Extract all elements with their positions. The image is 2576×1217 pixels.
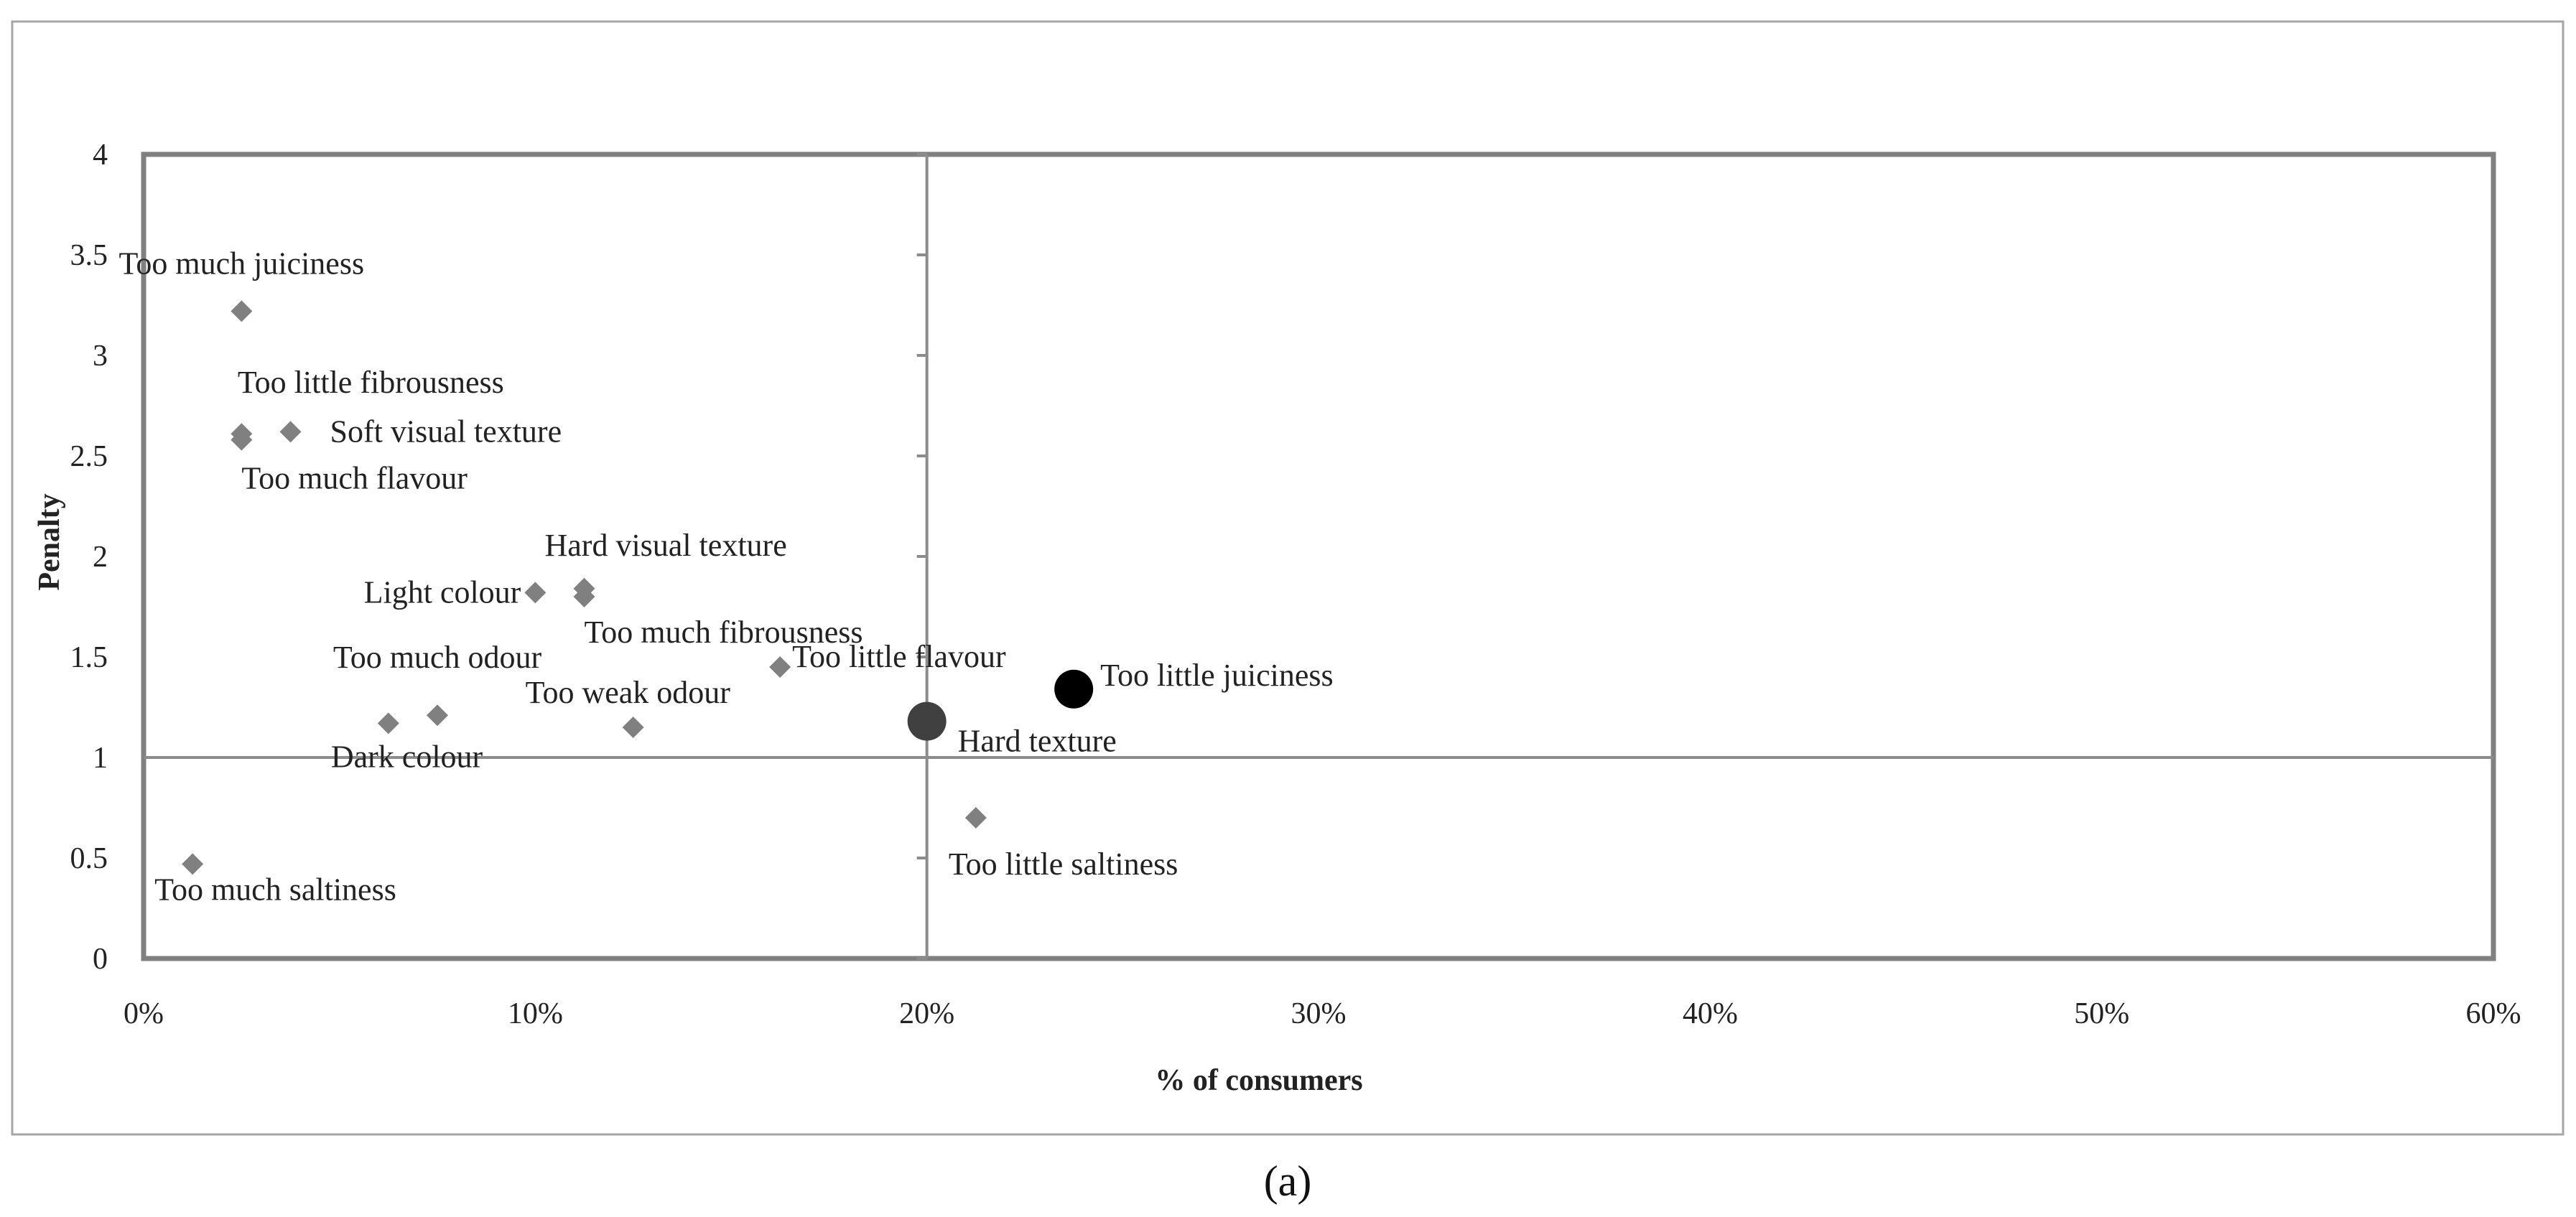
x-axis-ticks: 0% 10% 20% 30% 40% 50% 60% xyxy=(124,997,2521,1030)
data-point xyxy=(182,853,204,875)
plot-area xyxy=(141,151,2496,961)
data-point xyxy=(907,701,947,741)
y-tick-label: 2.5 xyxy=(70,440,108,473)
data-point xyxy=(1054,669,1094,709)
x-tick-label: 40% xyxy=(1683,997,1738,1030)
y-tick-label: 3 xyxy=(93,340,108,373)
y-axis-ticks: 0 0.5 1 1.5 2 2.5 3 3.5 4 xyxy=(70,139,108,976)
y-tick-label: 4 xyxy=(93,139,108,172)
data-point xyxy=(279,421,302,443)
point-label: Too much flavour xyxy=(241,461,468,496)
y-tick-label: 1 xyxy=(93,742,108,775)
point-label: Too much juiciness xyxy=(119,246,365,281)
data-point xyxy=(427,704,448,727)
y-tick-label: 2 xyxy=(93,541,108,574)
data-point xyxy=(769,656,791,678)
x-tick-label: 60% xyxy=(2466,997,2521,1030)
data-point xyxy=(231,300,253,322)
x-tick-label: 20% xyxy=(899,997,954,1030)
data-point xyxy=(964,807,987,829)
x-tick-label: 10% xyxy=(508,997,563,1030)
point-label: Dark colour xyxy=(331,739,483,774)
x-tick-label: 50% xyxy=(2074,997,2129,1030)
point-label: Too little juiciness xyxy=(1100,658,1333,693)
data-point xyxy=(573,586,595,607)
data-point xyxy=(622,717,644,738)
point-label: Hard visual texture xyxy=(545,528,787,563)
point-label: Soft visual texture xyxy=(330,414,562,449)
y-tick-label: 0.5 xyxy=(70,842,108,875)
y-tick-label: 1.5 xyxy=(70,641,108,674)
point-label: Hard texture xyxy=(958,724,1117,759)
y-axis-title: Penalty xyxy=(33,493,66,590)
data-point xyxy=(524,582,547,604)
point-labels: Too much juiciness Too little fibrousness… xyxy=(119,246,1334,907)
point-label: Too little saltiness xyxy=(949,847,1178,882)
point-label: Too much fibrousness xyxy=(585,615,863,650)
point-label: Too weak odour xyxy=(526,675,731,710)
point-label: Too little flavour xyxy=(792,639,1006,674)
point-label: Too little fibrousness xyxy=(238,365,504,400)
data-point xyxy=(377,712,399,735)
data-point xyxy=(231,429,253,451)
y-tick-marks xyxy=(916,153,927,960)
point-label: Too much odour xyxy=(333,640,542,675)
point-label: Too much saltiness xyxy=(154,872,396,907)
y-tick-label: 3.5 xyxy=(70,239,108,272)
chart-outer-border xyxy=(11,20,2565,1136)
x-tick-label: 0% xyxy=(124,997,164,1030)
panel-label: (a) xyxy=(1264,1157,1312,1205)
point-label: Light colour xyxy=(364,574,521,610)
y-tick-label: 0 xyxy=(93,943,108,976)
x-axis-title: % of consumers xyxy=(1155,1064,1362,1097)
x-tick-label: 30% xyxy=(1291,997,1347,1030)
data-points xyxy=(182,300,1094,875)
